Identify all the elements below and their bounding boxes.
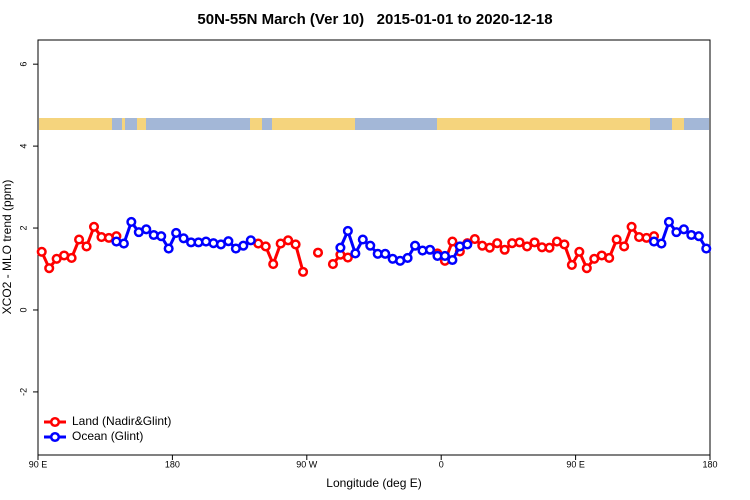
data-point bbox=[626, 221, 637, 232]
data-point bbox=[529, 237, 540, 248]
data-point bbox=[380, 248, 391, 259]
data-point bbox=[118, 238, 129, 249]
x-tick-label: 180 bbox=[165, 459, 180, 469]
mask-ocean bbox=[650, 118, 672, 130]
data-point bbox=[74, 234, 85, 245]
data-point bbox=[245, 235, 256, 246]
data-point bbox=[260, 241, 271, 252]
data-point bbox=[312, 247, 324, 258]
data-point bbox=[522, 241, 533, 252]
chart-title: 50N-55N March (Ver 10) 2015-01-01 to 202… bbox=[197, 11, 552, 28]
data-point bbox=[66, 252, 77, 263]
x-tick-label: 90 E bbox=[29, 459, 48, 469]
data-point bbox=[619, 241, 630, 252]
data-point bbox=[81, 241, 92, 252]
data-point bbox=[327, 259, 338, 270]
data-point bbox=[171, 227, 182, 239]
data-point bbox=[678, 224, 689, 235]
land-ocean-mask bbox=[39, 118, 709, 130]
data-point bbox=[574, 246, 585, 257]
data-point bbox=[611, 234, 622, 245]
data-point bbox=[88, 221, 100, 232]
mask-ocean bbox=[262, 118, 272, 130]
data-point bbox=[484, 242, 495, 253]
data-point bbox=[447, 254, 458, 266]
data-point bbox=[178, 233, 189, 244]
data-point bbox=[238, 240, 249, 251]
legend-label: Land (Nadir&Glint) bbox=[72, 414, 171, 428]
data-point bbox=[357, 234, 368, 245]
data-point bbox=[469, 234, 480, 245]
data-point bbox=[693, 231, 704, 242]
y-tick-label: 2 bbox=[18, 226, 28, 231]
data-point bbox=[559, 239, 570, 250]
data-point bbox=[365, 240, 376, 251]
y-tick-label: 6 bbox=[18, 62, 28, 67]
x-axis-label: Longitude (deg E) bbox=[326, 476, 421, 490]
x-tick-label: 90 W bbox=[296, 459, 318, 469]
data-point bbox=[298, 266, 309, 277]
data-point bbox=[335, 242, 346, 253]
data-point bbox=[424, 244, 436, 255]
data-point bbox=[462, 239, 473, 250]
y-tick-label: 4 bbox=[18, 144, 28, 149]
mask-ocean bbox=[684, 118, 709, 130]
data-point bbox=[492, 238, 503, 249]
data-point bbox=[283, 235, 294, 246]
data-point bbox=[499, 244, 510, 255]
data-point bbox=[141, 224, 152, 235]
data-point bbox=[156, 231, 167, 242]
data-point bbox=[447, 236, 458, 247]
data-point bbox=[36, 246, 47, 257]
mask-ocean bbox=[112, 118, 122, 130]
mask-ocean bbox=[355, 118, 437, 130]
legend-marker bbox=[49, 416, 61, 428]
data-point bbox=[342, 252, 353, 263]
data-point bbox=[163, 243, 174, 254]
legend-label: Ocean (Glint) bbox=[72, 429, 143, 443]
data-point bbox=[701, 243, 712, 254]
legend-marker bbox=[49, 431, 61, 443]
data-point bbox=[439, 250, 450, 261]
data-point bbox=[126, 216, 137, 227]
data-point bbox=[44, 263, 55, 274]
data-point bbox=[514, 237, 525, 248]
data-point bbox=[290, 239, 301, 250]
x-tick-label: 90 E bbox=[566, 459, 585, 469]
data-point bbox=[604, 252, 615, 263]
data-point bbox=[656, 238, 667, 249]
data-point bbox=[268, 259, 279, 270]
y-tick-label: -2 bbox=[18, 388, 28, 396]
data-point bbox=[402, 252, 413, 263]
data-point bbox=[544, 242, 555, 253]
data-point bbox=[342, 225, 353, 236]
x-tick-label: 180 bbox=[702, 459, 717, 469]
y-tick-label: 0 bbox=[18, 307, 28, 312]
y-axis-label: XCO2 - MLO trend (ppm) bbox=[0, 180, 14, 315]
data-point bbox=[581, 263, 592, 274]
x-tick-label: 0 bbox=[439, 459, 444, 469]
mask-ocean bbox=[125, 118, 137, 130]
data-point bbox=[410, 240, 421, 251]
data-point bbox=[223, 236, 234, 247]
mask-ocean bbox=[146, 118, 250, 130]
data-point bbox=[566, 259, 577, 270]
data-point bbox=[663, 216, 674, 227]
data-point bbox=[350, 248, 361, 259]
